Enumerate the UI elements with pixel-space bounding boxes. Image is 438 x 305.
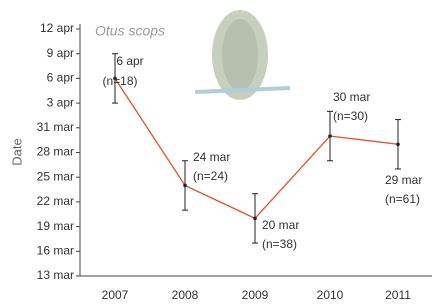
n-label: (n=18): [102, 74, 137, 88]
y-tick-label: 31 mar: [37, 120, 74, 134]
value-label: 29 mar: [385, 173, 422, 187]
value-label: 24 mar: [193, 150, 230, 164]
point: [328, 134, 332, 138]
chart-title: Otus scops: [95, 23, 165, 39]
chart: Otus scops Date 13 mar 16 mar 19 mar 22 mar…: [0, 0, 438, 305]
x-tick-label: 2008: [172, 288, 199, 302]
n-label: (n=24): [193, 169, 228, 183]
value-label: 6 apr: [116, 54, 143, 68]
y-tick-label: 19 mar: [37, 219, 74, 233]
y-tick-label: 22 mar: [37, 194, 74, 208]
n-label: (n=30): [333, 109, 368, 123]
y-tick-label: 9 apr: [47, 46, 74, 60]
y-tick-label: 12 apr: [40, 21, 74, 35]
y-tick-label: 28 mar: [37, 145, 74, 159]
y-tick-label: 13 mar: [37, 268, 74, 282]
x-tick-label: 2007: [102, 288, 129, 302]
x-tick-label: 2011: [385, 288, 411, 302]
point: [253, 217, 257, 221]
value-label: 30 mar: [333, 90, 370, 104]
y-axis-title: Date: [9, 138, 24, 165]
point: [396, 142, 400, 146]
y-tick-label: 16 mar: [37, 243, 74, 257]
owl-image: [195, 10, 290, 100]
point: [183, 184, 187, 188]
x-tick-label: 2009: [242, 288, 269, 302]
y-tick-label: 6 apr: [47, 71, 74, 85]
y-tick-label: 3 apr: [47, 95, 74, 109]
n-label: (n=38): [262, 237, 297, 251]
n-label: (n=61): [385, 192, 420, 206]
y-tick-label: 25 mar: [37, 169, 74, 183]
x-tick-label: 2010: [317, 288, 344, 302]
value-label: 20 mar: [262, 218, 299, 232]
